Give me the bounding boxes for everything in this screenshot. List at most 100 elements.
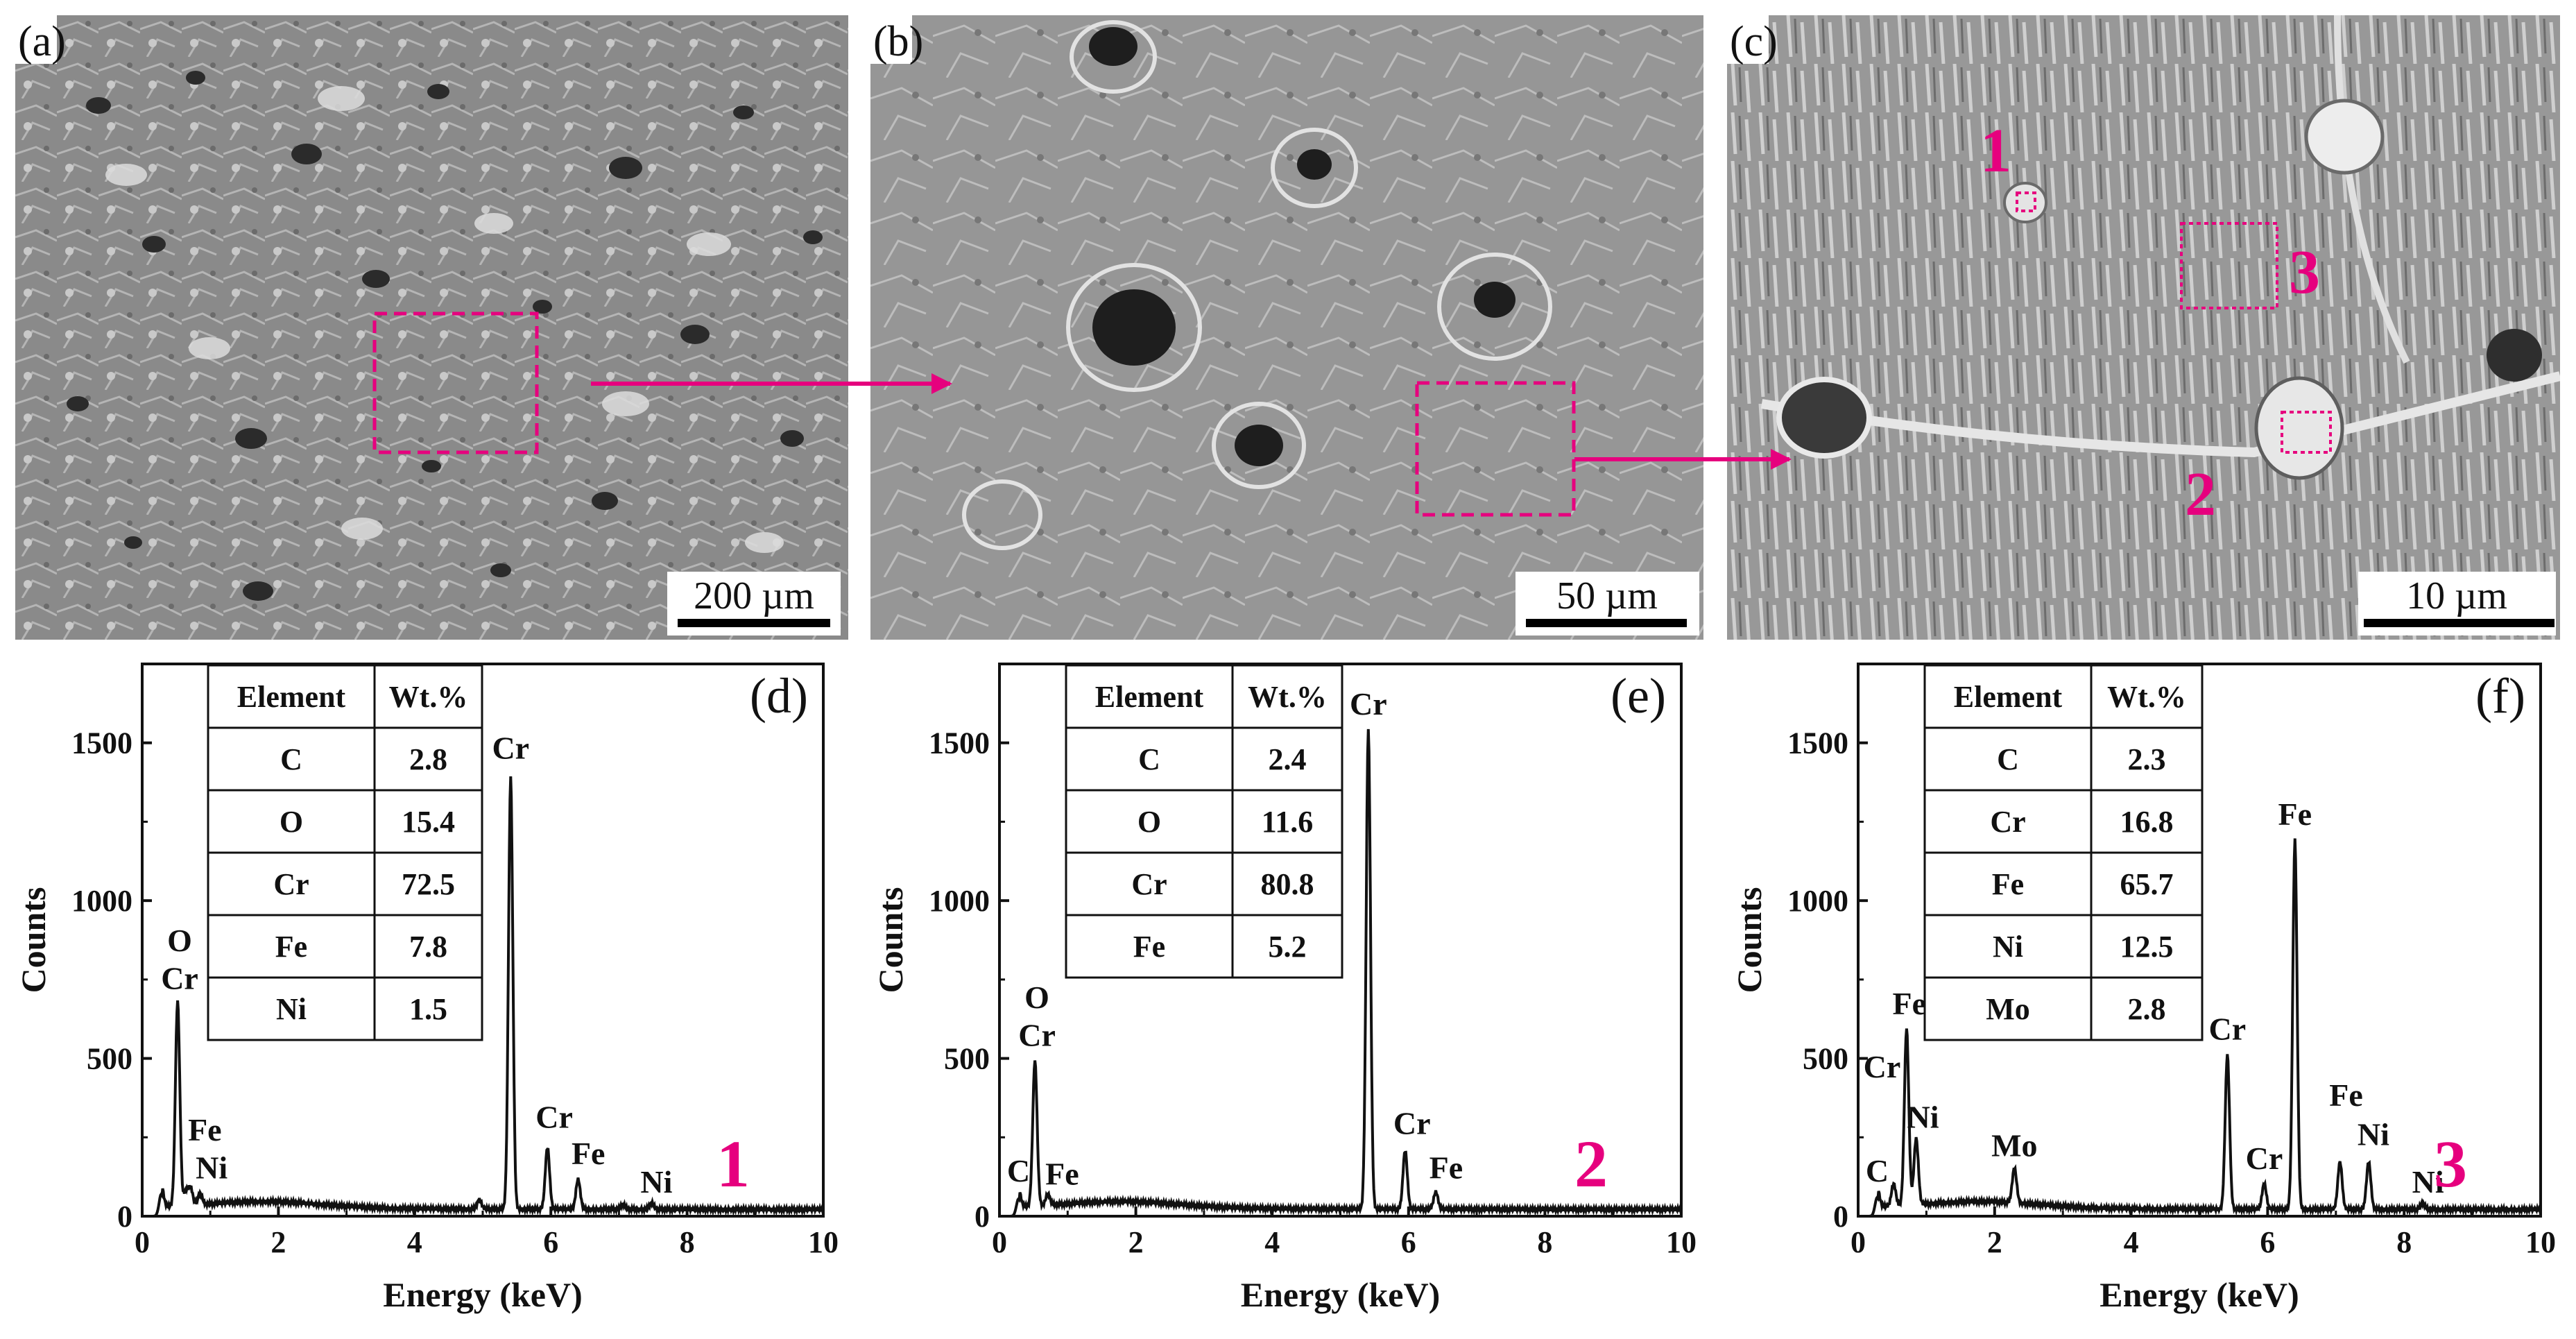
table-header: Wt.% [1248, 680, 1327, 714]
table-cell-element: C [1997, 742, 2019, 776]
peak-label: Fe [1429, 1150, 1463, 1185]
x-tick-label: 4 [407, 1225, 422, 1259]
table-cell-element: Fe [275, 930, 307, 964]
sem-image-a: (a) 200 µm [15, 15, 848, 640]
peak-label: Cr [1350, 686, 1387, 722]
sem-image-b: (b) 50 µm [870, 15, 1703, 640]
sem-panel-a: (a) 200 µm [15, 15, 848, 640]
scale-bar-a [678, 619, 830, 627]
table-frame [1065, 664, 1343, 979]
y-tick-label: 1500 [1787, 726, 1848, 760]
table-header: Element [237, 680, 346, 714]
peak-label: Cr [1018, 1017, 1056, 1052]
table-cell-element: Cr [1131, 867, 1167, 901]
peak-label: Cr [1864, 1049, 1901, 1084]
peak-label: Fe [2329, 1077, 2363, 1113]
y-tick-label: 1000 [71, 884, 132, 918]
y-tick-label: 500 [1803, 1042, 1848, 1076]
x-tick-label: 2 [1128, 1225, 1144, 1259]
peak-label: Ni [1907, 1100, 1939, 1135]
peak-label: Ni [2412, 1164, 2444, 1200]
table-cell-value: 2.8 [409, 742, 447, 776]
peak-label: Fe [2278, 796, 2312, 832]
spectrum-line [142, 776, 825, 1218]
peak-label: C [1007, 1153, 1030, 1188]
table-cell-value: 11.6 [1262, 805, 1314, 839]
spot-marker-2: 2 [2185, 460, 2216, 529]
x-tick-label: 6 [1401, 1225, 1416, 1259]
y-tick-label: 1000 [929, 884, 990, 918]
peak-label: Cr [161, 961, 198, 996]
composition-table: Element Wt.% C 2.4 O 11.6 Cr 80.8 Fe 5.2 [1065, 664, 1343, 979]
peak-label: Fe [572, 1136, 606, 1171]
table-cell-element: O [280, 805, 303, 839]
y-axis-title: Counts [1730, 887, 1769, 993]
composition-table: Element Wt.% C 2.3 Cr 16.8 Fe 65.7 Ni 12.5 Mo 2.8 [1923, 664, 2204, 1041]
peak-label: C [1866, 1153, 1889, 1188]
peak-label: Ni [640, 1164, 672, 1200]
scale-bar-text-c: 10 µm [2406, 574, 2507, 617]
table-cell-value: 12.5 [2120, 930, 2174, 964]
sem-panel-c: 1 2 3 (c) 10 µm [1727, 15, 2560, 640]
spot-number: 3 [2434, 1127, 2467, 1201]
x-axis-title: Energy (keV) [383, 1275, 582, 1314]
y-tick-label: 0 [974, 1200, 990, 1234]
table-cell-value: 2.4 [1269, 742, 1307, 776]
x-tick-label: 0 [135, 1225, 150, 1259]
spot-number: 2 [1574, 1127, 1608, 1201]
table-header: Wt.% [389, 680, 468, 714]
sem-panel-b: (b) 50 µm [870, 15, 1703, 640]
peak-label: Fe [1045, 1157, 1079, 1192]
scale-bar-text-b: 50 µm [1556, 574, 1658, 617]
table-header: Element [1954, 680, 2063, 714]
x-tick-label: 10 [2525, 1225, 2556, 1259]
table-cell-element: Ni [276, 992, 307, 1026]
spot-box-3 [2180, 222, 2278, 309]
zoom-box-a [372, 312, 539, 454]
x-tick-label: 8 [680, 1225, 695, 1259]
spot-box-2 [2281, 411, 2332, 454]
zoom-box-b [1415, 381, 1576, 517]
peak-label: Mo [1991, 1128, 2037, 1163]
panel-label: (f) [2475, 668, 2525, 724]
x-tick-label: 10 [1666, 1225, 1697, 1259]
x-tick-label: 6 [543, 1225, 558, 1259]
table-cell-value: 2.8 [2128, 992, 2166, 1026]
panel-label: (d) [750, 668, 808, 724]
y-axis-title: Counts [871, 887, 910, 993]
table-cell-element: O [1137, 805, 1161, 839]
spot-marker-1: 1 [1980, 117, 2011, 185]
spot-number: 1 [716, 1127, 750, 1201]
y-axis-title: Counts [14, 887, 53, 993]
peak-label: Ni [2358, 1117, 2389, 1152]
peak-label: Fe [188, 1112, 222, 1148]
peak-label: Cr [492, 730, 529, 765]
table-header: Wt.% [2107, 680, 2186, 714]
y-tick-label: 500 [944, 1042, 990, 1076]
eds-chart-3: 0 2 4 6 8 10 0 500 1000 1500 Energy (keV) Counts Fe C… [1730, 663, 2556, 1314]
panel-label: (e) [1611, 668, 1666, 724]
peak-label: Cr [535, 1100, 573, 1135]
table-cell-value: 5.2 [1269, 930, 1307, 964]
spectrum-line [999, 728, 1683, 1218]
peak-label: Fe [1893, 986, 1927, 1021]
spot-box-1 [2016, 191, 2036, 212]
table-cell-value: 72.5 [402, 867, 455, 901]
table-header: Element [1095, 680, 1204, 714]
y-tick-label: 1500 [71, 726, 132, 760]
peak-label: O [167, 923, 192, 958]
y-tick-label: 1000 [1787, 884, 1848, 918]
x-tick-label: 8 [1537, 1225, 1552, 1259]
table-cell-element: Fe [1133, 930, 1165, 964]
sem-image-c: 1 2 3 (c) 10 µm [1727, 15, 2560, 640]
panel-label-b: (b) [873, 18, 923, 65]
peak-label: Ni [196, 1150, 227, 1185]
table-cell-value: 15.4 [402, 805, 455, 839]
table-cell-value: 2.3 [2128, 742, 2166, 776]
peak-label: Cr [2209, 1011, 2247, 1046]
scale-bar-text-a: 200 µm [694, 574, 814, 617]
x-tick-label: 2 [271, 1225, 286, 1259]
